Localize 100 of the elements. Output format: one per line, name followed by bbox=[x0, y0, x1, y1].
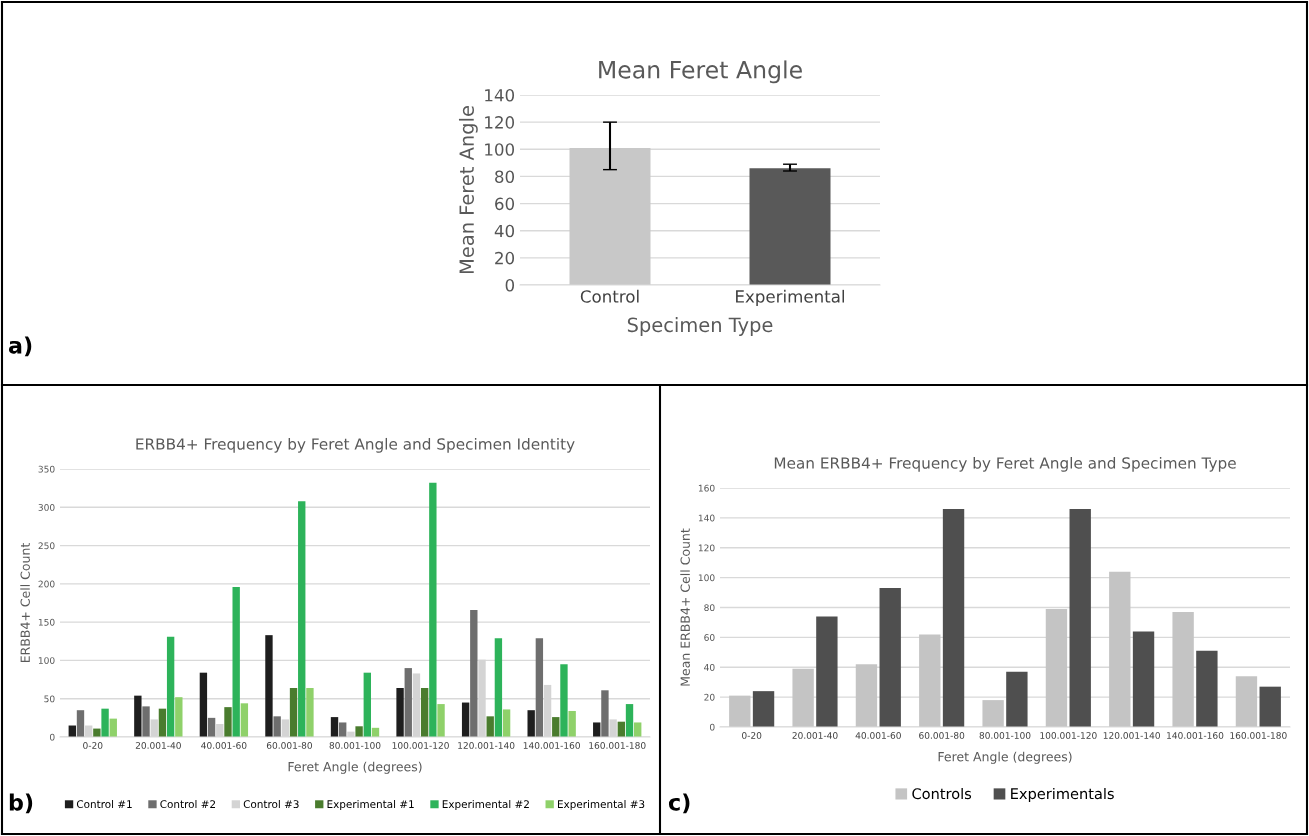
bar bbox=[199, 672, 208, 737]
bar bbox=[330, 717, 339, 737]
x-tick-label: 20.001-40 bbox=[792, 732, 838, 739]
y-tick-label: 40 bbox=[704, 663, 715, 671]
bar bbox=[470, 609, 478, 737]
y-tick-label: 140 bbox=[698, 514, 715, 522]
bar bbox=[494, 638, 503, 737]
legend-label: Experimental #3 bbox=[558, 799, 645, 811]
bar bbox=[404, 668, 412, 737]
y-tick-label: 120 bbox=[485, 116, 515, 129]
legend-label: Control #3 bbox=[243, 799, 299, 809]
x-tick-label: 160.001-180 bbox=[1230, 732, 1287, 739]
y-tick-label: 0 bbox=[709, 723, 715, 731]
bar bbox=[101, 708, 109, 737]
y-tick-label: 0 bbox=[505, 278, 515, 292]
y-axis-title: ERBB4+ Cell Count bbox=[20, 543, 30, 663]
bar bbox=[339, 722, 347, 737]
bar bbox=[289, 687, 298, 737]
y-tick-label: 100 bbox=[38, 657, 55, 664]
bar bbox=[93, 728, 101, 737]
bar bbox=[486, 716, 494, 737]
y-tick-label: 60 bbox=[704, 634, 715, 641]
bar bbox=[535, 638, 544, 737]
y-tick-label: 40 bbox=[494, 224, 515, 238]
x-tick-label: 160.001-180 bbox=[589, 742, 646, 749]
x-tick-label: 120.001-140 bbox=[458, 742, 515, 749]
bar bbox=[1196, 650, 1218, 727]
bar bbox=[224, 707, 232, 737]
x-tick-label: 60.001-80 bbox=[266, 742, 313, 749]
chart-title: Mean Feret Angle bbox=[599, 60, 802, 84]
x-tick-label: 100.001-120 bbox=[1040, 732, 1097, 739]
bar bbox=[461, 702, 470, 737]
y-tick-label: 80 bbox=[704, 604, 715, 612]
bar bbox=[158, 708, 167, 737]
y-tick-label: 160 bbox=[698, 484, 715, 492]
bar bbox=[134, 695, 142, 737]
legend-label: Experimentals bbox=[1011, 787, 1114, 803]
x-tick-label: 60.001-80 bbox=[919, 732, 965, 739]
bar bbox=[625, 704, 634, 737]
y-tick-label: 200 bbox=[38, 580, 55, 588]
bar bbox=[552, 717, 560, 737]
bar bbox=[232, 586, 240, 737]
y-tick-label: 150 bbox=[38, 618, 55, 626]
legend-label: Experimental #1 bbox=[327, 799, 414, 811]
bar bbox=[855, 664, 878, 727]
bar bbox=[601, 690, 609, 737]
bar bbox=[76, 710, 85, 737]
y-tick-label: 250 bbox=[38, 542, 55, 550]
y-tick-label: 80 bbox=[495, 170, 515, 183]
bar bbox=[1069, 508, 1091, 727]
y-tick-label: 100 bbox=[485, 143, 515, 156]
y-axis-title: Mean Feret Angle bbox=[458, 106, 478, 274]
bar bbox=[429, 482, 437, 737]
y-tick-label: 140 bbox=[485, 88, 515, 102]
bar bbox=[593, 722, 601, 737]
legend-label: Control #2 bbox=[160, 799, 216, 809]
bar bbox=[942, 508, 965, 727]
bar bbox=[240, 703, 249, 737]
bar bbox=[142, 706, 150, 737]
x-axis-title: Feret Angle (degrees) bbox=[938, 751, 1072, 764]
x-tick-label: 40.001-60 bbox=[855, 732, 901, 739]
bar bbox=[355, 726, 363, 737]
bar bbox=[816, 616, 838, 727]
x-tick-label: 20.001-40 bbox=[135, 742, 181, 749]
bar bbox=[1235, 676, 1258, 727]
legend-label: Experimental #2 bbox=[442, 799, 529, 811]
x-tick-label: 140.001-160 bbox=[523, 742, 580, 749]
legend-label: Control #1 bbox=[76, 799, 132, 809]
y-tick-label: 300 bbox=[38, 504, 55, 511]
bar bbox=[166, 636, 175, 737]
bar bbox=[502, 709, 511, 737]
x-tick-label: Experimental bbox=[736, 289, 845, 306]
bar bbox=[527, 710, 535, 737]
y-axis-title: Mean ERBB4+ Cell Count bbox=[680, 528, 690, 686]
y-tick-label: 0 bbox=[49, 733, 55, 741]
bar bbox=[306, 687, 314, 737]
bar bbox=[568, 710, 576, 737]
bar bbox=[1132, 631, 1155, 727]
y-tick-label: 50 bbox=[44, 695, 55, 703]
bar bbox=[273, 716, 281, 737]
x-tick-label: 40.001-60 bbox=[201, 742, 247, 749]
x-tick-label: 80.001-100 bbox=[329, 742, 381, 749]
bar bbox=[1172, 611, 1194, 727]
x-tick-label: 80.001-100 bbox=[979, 732, 1031, 739]
bar bbox=[792, 668, 814, 727]
bar bbox=[982, 700, 1004, 727]
bar bbox=[1109, 571, 1131, 727]
bar bbox=[1045, 608, 1068, 727]
bar bbox=[634, 722, 642, 737]
x-tick-label: 100.001-120 bbox=[392, 742, 449, 749]
x-tick-label: 0-20 bbox=[742, 732, 762, 739]
bar bbox=[1259, 686, 1281, 727]
x-axis-title: Feret Angle (degrees) bbox=[288, 761, 422, 774]
y-tick-label: 350 bbox=[38, 465, 55, 473]
bar bbox=[729, 695, 751, 727]
bar bbox=[396, 687, 404, 737]
x-tick-label: Control bbox=[580, 289, 639, 303]
text: c) bbox=[668, 793, 690, 814]
bar bbox=[560, 664, 568, 737]
y-tick-label: 120 bbox=[698, 544, 715, 552]
